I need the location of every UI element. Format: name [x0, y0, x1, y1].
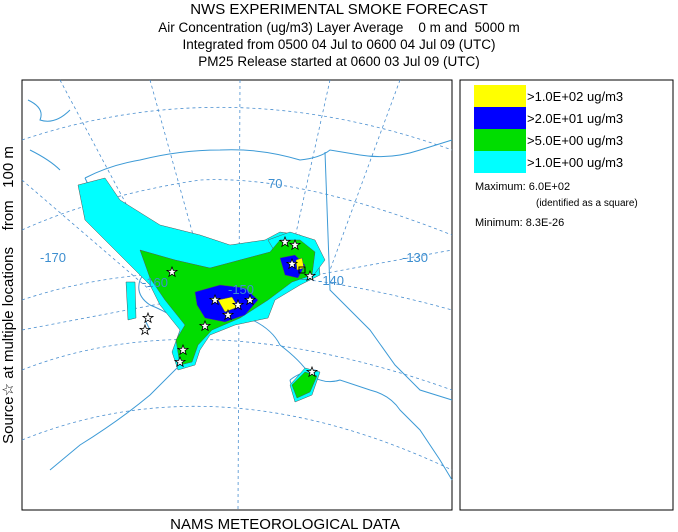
- legend-label: >1.0E+02 ug/m3: [527, 89, 623, 104]
- legend-swatch: [474, 151, 526, 173]
- longitude-label: -170: [40, 250, 66, 265]
- maximum-note: (identified as a square): [536, 198, 638, 209]
- footer: NAMS METEOROLOGICAL DATA: [170, 516, 400, 532]
- latitude-label: 70: [268, 176, 282, 191]
- legend-label: >2.0E+01 ug/m3: [527, 111, 623, 126]
- title: NWS EXPERIMENTAL SMOKE FORECAST: [190, 1, 488, 18]
- source-note: Source☆ at multiple locations from 100 m: [0, 146, 17, 444]
- plume-level: [291, 371, 318, 399]
- longitude-label: -150: [228, 282, 254, 297]
- minimum: Minimum: 8.3E-26: [475, 217, 564, 229]
- subtitle: PM25 Release started at 0600 03 Jul 09 (…: [198, 54, 479, 69]
- maximum: Maximum: 6.0E+02: [475, 181, 570, 193]
- legend-label: >5.0E+00 ug/m3: [527, 133, 623, 148]
- legend: Maximum: 6.0E+02 (identified as a square…: [459, 79, 674, 511]
- legend-swatch: [474, 129, 526, 151]
- map: -170 -160 -150 -140 -130 70: [21, 79, 453, 511]
- legend-label: >1.0E+00 ug/m3: [527, 155, 623, 170]
- legend-swatch: [474, 85, 526, 107]
- longitude-label: -160: [142, 275, 168, 290]
- subtitle: Integrated from 0500 04 Jul to 0600 04 J…: [183, 37, 496, 52]
- legend-swatch: [474, 107, 526, 129]
- longitude-label: -130: [402, 250, 428, 265]
- longitude-label: -140: [318, 273, 344, 288]
- subtitle: Air Concentration (ug/m3) Layer Average …: [158, 20, 519, 35]
- plume-level: [125, 281, 137, 321]
- plume: [77, 177, 326, 403]
